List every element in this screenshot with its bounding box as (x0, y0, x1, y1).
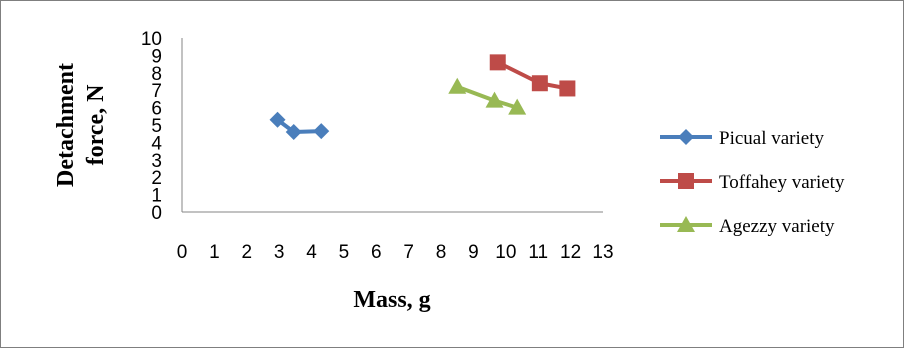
data-point (448, 77, 467, 94)
axes (181, 38, 603, 213)
x-tick-label: 8 (436, 242, 447, 263)
y-axis-title-line-1: Detachment (53, 63, 79, 187)
x-tick-label: 9 (468, 242, 479, 263)
legend: Picual variety Toffahey variety Agezzy var… (660, 128, 845, 237)
y-tick-label: 9 (151, 46, 162, 67)
legend-marker (678, 129, 694, 145)
x-tick-label: 7 (403, 242, 414, 263)
x-tick-label: 0 (177, 242, 188, 263)
data-point (489, 54, 506, 71)
x-tick-label: 3 (274, 242, 285, 263)
y-tick-label: 0 (151, 203, 162, 224)
legend-label: Picual variety (719, 128, 824, 149)
data-point (531, 75, 548, 92)
data-point (508, 98, 527, 115)
y-tick-label: 2 (151, 168, 162, 189)
y-tick-label: 5 (151, 116, 162, 137)
x-tick-label: 4 (306, 242, 317, 263)
data-point (313, 123, 330, 140)
y-tick-label: 1 (151, 186, 162, 207)
x-tick-label: 13 (592, 242, 613, 263)
y-tick-label: 7 (151, 81, 162, 102)
legend-label: Toffahey variety (719, 172, 845, 193)
legend-label: Agezzy variety (719, 216, 835, 237)
series-2 (489, 54, 576, 97)
legend-marker (677, 216, 695, 232)
data-point (269, 111, 286, 128)
y-axis-title-line-2: force, N (83, 84, 109, 166)
x-tick-label: 1 (209, 242, 220, 263)
x-tick-label: 11 (528, 242, 548, 263)
x-tick-label: 5 (339, 242, 350, 263)
legend-item-3: Agezzy variety (660, 216, 835, 237)
data-point (285, 123, 302, 140)
y-tick-label: 8 (151, 64, 162, 85)
x-axis-title: Mass, g (353, 287, 430, 313)
series-3 (448, 77, 527, 115)
y-tick-label: 3 (151, 151, 162, 172)
series-layer (269, 54, 576, 140)
series-line (456, 84, 518, 110)
y-tick-label: 4 (151, 133, 162, 154)
y-tick-label: 6 (151, 99, 162, 120)
data-point (485, 91, 504, 108)
series-1 (269, 111, 330, 140)
legend-item-2: Toffahey variety (660, 172, 845, 193)
x-tick-label: 2 (241, 242, 252, 263)
legend-marker (678, 173, 694, 189)
y-tick-label: 10 (141, 29, 162, 50)
x-tick-label: 6 (371, 242, 382, 263)
x-tick-label: 10 (495, 242, 516, 263)
legend-item-1: Picual variety (660, 128, 824, 149)
x-tick-label: 12 (560, 242, 581, 263)
data-point (559, 80, 576, 97)
